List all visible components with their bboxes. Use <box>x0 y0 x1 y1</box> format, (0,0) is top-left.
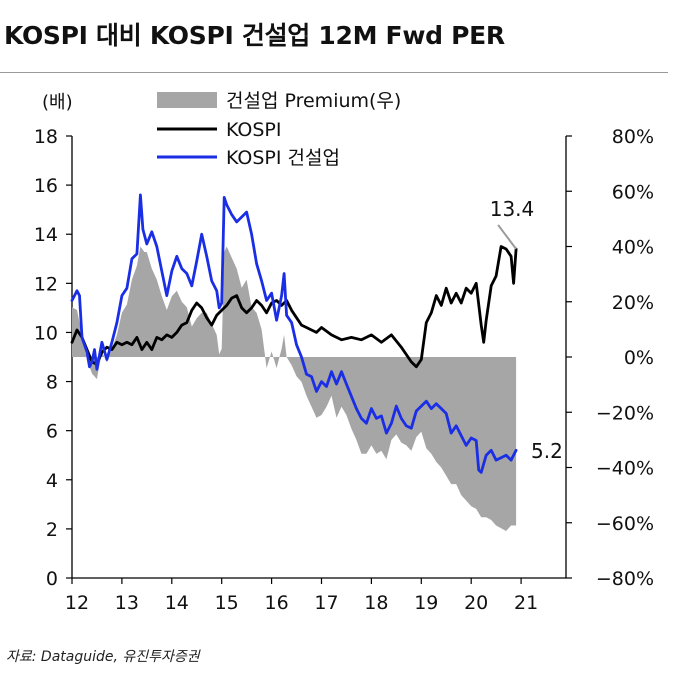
construction-last-value: 5.2 <box>531 439 563 463</box>
left-tick-label: 14 <box>34 224 58 246</box>
x-tick-label: 14 <box>165 592 189 614</box>
left-tick-label: 16 <box>34 175 58 197</box>
x-tick-label: 18 <box>364 592 388 614</box>
legend-label-premium: 건설업 Premium(우) <box>226 90 401 112</box>
left-tick-label: 2 <box>46 519 58 541</box>
legend-label-kospi: KOSPI <box>226 119 282 141</box>
kospi-last-value: 13.4 <box>490 197 535 221</box>
left-tick-label: 4 <box>46 470 58 492</box>
legend-swatch-premium <box>157 92 217 108</box>
right-tick-label: 20% <box>612 292 654 314</box>
kospi-line <box>70 245 518 369</box>
right-tick-label: −60% <box>596 513 654 535</box>
right-tick-label: 60% <box>612 181 654 203</box>
premium-area-layer <box>72 246 517 531</box>
title-divider <box>0 72 668 73</box>
left-tick-label: 6 <box>46 421 58 443</box>
legend-label-construction: KOSPI 건설업 <box>226 147 340 169</box>
x-tick-label: 17 <box>314 592 338 614</box>
left-unit-label: (배) <box>42 92 73 113</box>
x-tick-label: 16 <box>265 592 289 614</box>
source-note: 자료: Dataguide, 유진투자증권 <box>6 649 200 665</box>
premium-area <box>72 246 517 531</box>
left-tick-label: 10 <box>34 322 58 344</box>
x-tick-label: 19 <box>414 592 438 614</box>
annotations-layer: 13.4 5.2 <box>490 197 563 463</box>
x-tick-label: 12 <box>65 592 89 614</box>
x-tick-label: 21 <box>514 592 538 614</box>
left-tick-label: 12 <box>34 273 58 295</box>
right-tick-label: 40% <box>612 237 654 259</box>
left-tick-label: 0 <box>46 568 58 590</box>
right-tick-label: 0% <box>624 347 654 369</box>
chart-title: KOSPI 대비 KOSPI 건설업 12M Fwd PER <box>4 21 505 50</box>
left-tick-label: 18 <box>34 126 58 148</box>
right-tick-label: 80% <box>612 126 654 148</box>
right-tick-label: −40% <box>596 458 654 480</box>
series-lines-layer <box>70 193 518 474</box>
x-tick-label: 15 <box>215 592 239 614</box>
x-tick-label: 13 <box>115 592 139 614</box>
kospi-callout-line <box>497 224 517 250</box>
chart-svg: 0 2 4 6 8 10 12 14 16 18 (배) −80% −60% −40% −20% 0% 20% 4… <box>34 90 654 614</box>
legend: 건설업 Premium(우) KOSPI KOSPI 건설업 <box>157 90 401 169</box>
right-tick-label: −80% <box>596 568 654 590</box>
construction-line <box>70 193 518 474</box>
axes-ticks-layer: 0 2 4 6 8 10 12 14 16 18 (배) −80% −60% −40% −20% 0% 20% 4… <box>34 92 654 614</box>
left-tick-label: 8 <box>46 372 58 394</box>
x-tick-label: 20 <box>464 592 488 614</box>
right-tick-label: −20% <box>596 402 654 424</box>
